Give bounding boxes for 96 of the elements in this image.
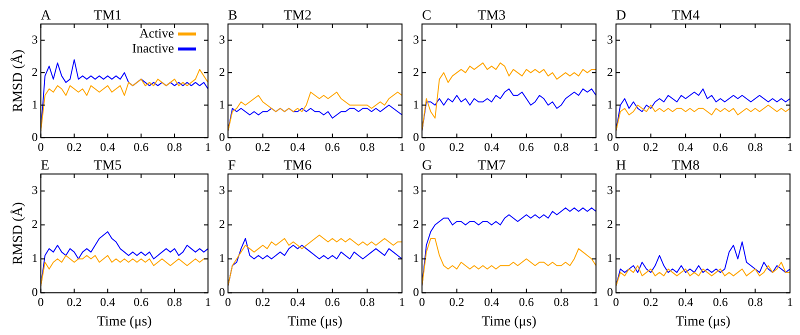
- y-tick-label: 1: [219, 97, 225, 112]
- x-axis-title: Time (μs): [96, 314, 152, 330]
- y-tick-label: 0: [413, 130, 419, 144]
- y-tick-label: 0: [32, 130, 38, 144]
- y-tick-label: 1: [32, 251, 38, 266]
- y-tick-label: 0: [219, 130, 225, 144]
- x-tick-label: 0.8: [360, 140, 375, 154]
- x-tick-label: 1: [593, 140, 599, 154]
- x-tick-label: 0.6: [134, 140, 149, 154]
- y-tick-label: 1: [607, 97, 613, 112]
- y-tick-label: 1: [219, 251, 225, 266]
- x-tick-label: 0.8: [167, 140, 182, 154]
- x-tick-label: 0.4: [678, 140, 694, 154]
- y-tick-label: 0: [32, 284, 38, 299]
- x-tick-label: 0.4: [290, 295, 306, 310]
- text: F: [228, 158, 236, 174]
- y-tick-label: 3: [413, 32, 419, 46]
- x-tick-label: 0.6: [712, 295, 728, 310]
- y-tick-label: 3: [219, 183, 225, 198]
- y-tick-label: 3: [32, 32, 38, 46]
- y-axis-title: RMSD (Å): [10, 49, 26, 112]
- x-tick-label: 1: [593, 295, 599, 310]
- x-tick-label: 1: [205, 140, 211, 154]
- y-tick-label: 1: [607, 251, 613, 266]
- y-tick-label: 2: [413, 217, 419, 232]
- y-tick-label: 3: [32, 183, 38, 198]
- y-tick-label: 0: [607, 284, 613, 299]
- x-tick-label: 0.2: [255, 295, 270, 310]
- x-tick-label: 0.6: [324, 140, 340, 154]
- x-tick-label: 0.4: [100, 140, 116, 154]
- x-tick-label: 0.8: [554, 140, 569, 154]
- text: G: [422, 158, 432, 174]
- chart-title: TM1: [94, 8, 122, 24]
- y-tick-label: 3: [607, 32, 613, 46]
- text: D: [616, 8, 626, 24]
- x-tick-label: 0.4: [484, 295, 500, 310]
- legend-label: Inactive: [132, 40, 174, 56]
- y-tick-label: 2: [32, 217, 38, 232]
- x-tick-label: 0.8: [360, 295, 375, 310]
- chart-title: TM6: [284, 158, 312, 174]
- y-tick-label: 1: [413, 97, 419, 112]
- x-tick-label: 0.4: [484, 140, 500, 154]
- x-tick-label: 0.4: [290, 140, 306, 154]
- x-tick-label: 0.6: [324, 295, 340, 310]
- text: E: [40, 158, 50, 174]
- chart-title: TM7: [478, 158, 506, 174]
- x-tick-label: 1: [787, 140, 793, 154]
- chart-title: TM8: [672, 158, 700, 174]
- y-tick-label: 0: [607, 130, 613, 144]
- x-tick-label: 0.2: [66, 140, 82, 154]
- y-tick-label: 0: [413, 284, 419, 299]
- y-tick-label: 2: [32, 64, 38, 79]
- x-tick-label: 1: [399, 295, 405, 310]
- chart-title: TM5: [94, 158, 122, 174]
- x-tick-label: 0.8: [167, 295, 182, 310]
- x-tick-label: 0.4: [678, 295, 694, 310]
- x-tick-label: 1: [205, 295, 211, 310]
- text: A: [40, 8, 52, 24]
- y-tick-label: 3: [219, 32, 225, 46]
- y-tick-label: 2: [219, 217, 225, 232]
- x-tick-label: 0.6: [518, 295, 534, 310]
- y-axis-title: RMSD (Å): [10, 202, 26, 265]
- text: Active: [139, 25, 174, 40]
- x-tick-label: 0.2: [66, 295, 82, 310]
- x-axis-title: Time (μs): [676, 314, 731, 330]
- x-tick-label: 0.6: [134, 295, 149, 310]
- x-tick-label: 0.8: [554, 295, 569, 310]
- x-tick-label: 0.2: [643, 295, 658, 310]
- y-tick-label: 0: [219, 284, 225, 299]
- x-tick-label: 0.8: [748, 140, 763, 154]
- x-tick-label: 0.4: [100, 295, 116, 310]
- y-tick-label: 1: [413, 251, 419, 266]
- x-tick-label: 0.2: [643, 140, 658, 154]
- x-tick-label: 0.6: [518, 140, 534, 154]
- y-tick-label: 2: [607, 217, 613, 232]
- chart-title: TM3: [478, 8, 506, 24]
- x-tick-label: 1: [787, 295, 793, 310]
- y-tick-label: 1: [32, 97, 38, 112]
- x-axis-title: Time (μs): [288, 314, 343, 330]
- x-tick-label: 0.2: [449, 140, 464, 154]
- y-tick-label: 3: [413, 183, 419, 198]
- chart-title: TM4: [672, 8, 700, 24]
- x-tick-label: 0.2: [255, 140, 270, 154]
- text: C: [422, 8, 432, 24]
- y-tick-label: 2: [607, 64, 613, 79]
- x-tick-label: 1: [399, 140, 405, 154]
- text: H: [616, 158, 626, 174]
- x-axis-title: Time (μs): [482, 314, 537, 330]
- y-tick-label: 3: [607, 183, 613, 198]
- y-tick-label: 2: [219, 64, 225, 79]
- x-tick-label: 0.8: [748, 295, 763, 310]
- chart-title: TM2: [284, 8, 312, 24]
- text: B: [228, 8, 238, 24]
- x-tick-label: 0.6: [712, 140, 728, 154]
- y-tick-label: 2: [413, 64, 419, 79]
- x-tick-label: 0.2: [449, 295, 464, 310]
